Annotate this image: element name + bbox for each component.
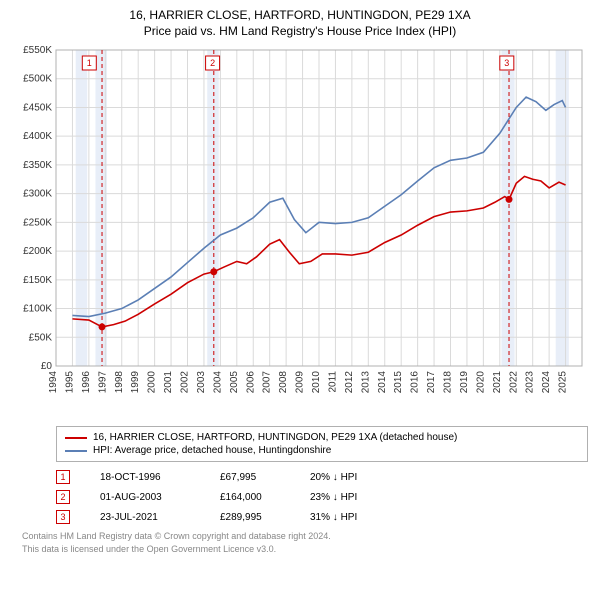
sale-diff: 23% ↓ HPI xyxy=(310,492,390,503)
svg-text:2006: 2006 xyxy=(245,371,256,394)
svg-text:1999: 1999 xyxy=(130,371,141,394)
sale-diff: 31% ↓ HPI xyxy=(310,512,390,523)
svg-text:2002: 2002 xyxy=(180,371,191,394)
svg-text:2004: 2004 xyxy=(212,371,223,394)
svg-text:2021: 2021 xyxy=(492,371,503,394)
footer-line1: Contains HM Land Registry data © Crown c… xyxy=(22,530,588,543)
svg-text:2000: 2000 xyxy=(147,371,158,394)
svg-text:1994: 1994 xyxy=(48,371,59,394)
svg-text:1998: 1998 xyxy=(114,371,125,394)
svg-text:2008: 2008 xyxy=(278,371,289,394)
svg-text:£550K: £550K xyxy=(23,46,52,56)
svg-text:2019: 2019 xyxy=(459,371,470,394)
sale-price: £67,995 xyxy=(220,472,280,483)
sale-marker-box: 2 xyxy=(56,490,70,504)
sales-table: 1 18-OCT-1996 £67,995 20% ↓ HPI 2 01-AUG-2003… xyxy=(56,470,588,524)
sale-date: 23-JUL-2021 xyxy=(100,512,190,523)
sale-diff: 20% ↓ HPI xyxy=(310,472,390,483)
sale-row: 1 18-OCT-1996 £67,995 20% ↓ HPI xyxy=(56,470,588,484)
svg-text:2013: 2013 xyxy=(360,371,371,394)
legend-item: HPI: Average price, detached house, Hunt… xyxy=(65,444,579,457)
sale-row: 2 01-AUG-2003 £164,000 23% ↓ HPI xyxy=(56,490,588,504)
svg-text:1: 1 xyxy=(87,58,92,68)
svg-text:£200K: £200K xyxy=(23,246,52,257)
svg-text:2018: 2018 xyxy=(443,371,454,394)
svg-text:£500K: £500K xyxy=(23,74,52,85)
svg-text:£150K: £150K xyxy=(23,275,52,286)
sale-marker-box: 1 xyxy=(56,470,70,484)
chart-svg: £0 £50K £100K £150K £200K £250K £300K £350K £400… xyxy=(12,46,588,416)
svg-text:2005: 2005 xyxy=(229,371,240,394)
svg-text:1995: 1995 xyxy=(64,371,75,394)
svg-text:£0: £0 xyxy=(41,361,53,372)
sale-date: 01-AUG-2003 xyxy=(100,492,190,503)
legend-swatch xyxy=(65,437,87,439)
svg-text:2003: 2003 xyxy=(196,371,207,394)
svg-text:£250K: £250K xyxy=(23,217,52,228)
svg-text:2010: 2010 xyxy=(311,371,322,394)
sale-marker-box: 3 xyxy=(56,510,70,524)
legend: 16, HARRIER CLOSE, HARTFORD, HUNTINGDON,… xyxy=(56,426,588,462)
sale-date: 18-OCT-1996 xyxy=(100,472,190,483)
chart-subtitle: Price paid vs. HM Land Registry's House … xyxy=(12,24,588,38)
sale-price: £164,000 xyxy=(220,492,280,503)
svg-text:£300K: £300K xyxy=(23,189,52,200)
svg-text:2020: 2020 xyxy=(475,371,486,394)
sale-price: £289,995 xyxy=(220,512,280,523)
svg-text:2014: 2014 xyxy=(377,371,388,394)
chart-container: 16, HARRIER CLOSE, HARTFORD, HUNTINGDON,… xyxy=(0,0,600,590)
svg-text:2016: 2016 xyxy=(410,371,421,394)
svg-text:2011: 2011 xyxy=(327,371,338,393)
svg-text:1997: 1997 xyxy=(97,371,108,394)
svg-text:2023: 2023 xyxy=(525,371,536,394)
svg-text:2001: 2001 xyxy=(163,371,174,394)
legend-label: HPI: Average price, detached house, Hunt… xyxy=(93,445,331,456)
svg-text:2: 2 xyxy=(210,58,215,68)
svg-text:3: 3 xyxy=(504,58,509,68)
svg-text:£450K: £450K xyxy=(23,102,52,113)
svg-text:£400K: £400K xyxy=(23,131,52,142)
legend-swatch xyxy=(65,450,87,452)
svg-text:2017: 2017 xyxy=(426,371,437,394)
legend-label: 16, HARRIER CLOSE, HARTFORD, HUNTINGDON,… xyxy=(93,432,457,443)
svg-text:£100K: £100K xyxy=(23,304,52,315)
legend-item: 16, HARRIER CLOSE, HARTFORD, HUNTINGDON,… xyxy=(65,431,579,444)
svg-text:2015: 2015 xyxy=(393,371,404,394)
svg-text:£350K: £350K xyxy=(23,160,52,171)
svg-text:£50K: £50K xyxy=(29,332,53,343)
footer-attribution: Contains HM Land Registry data © Crown c… xyxy=(22,530,588,555)
svg-text:1996: 1996 xyxy=(81,371,92,394)
footer-line2: This data is licensed under the Open Gov… xyxy=(22,543,588,556)
sale-row: 3 23-JUL-2021 £289,995 31% ↓ HPI xyxy=(56,510,588,524)
svg-text:2025: 2025 xyxy=(558,371,569,394)
chart-plot-area: £0 £50K £100K £150K £200K £250K £300K £350K £400… xyxy=(12,46,588,416)
svg-text:2024: 2024 xyxy=(541,371,552,394)
svg-text:2022: 2022 xyxy=(508,371,519,394)
svg-text:2009: 2009 xyxy=(295,371,306,394)
chart-title: 16, HARRIER CLOSE, HARTFORD, HUNTINGDON,… xyxy=(12,8,588,22)
svg-text:2012: 2012 xyxy=(344,371,355,394)
svg-text:2007: 2007 xyxy=(262,371,273,394)
